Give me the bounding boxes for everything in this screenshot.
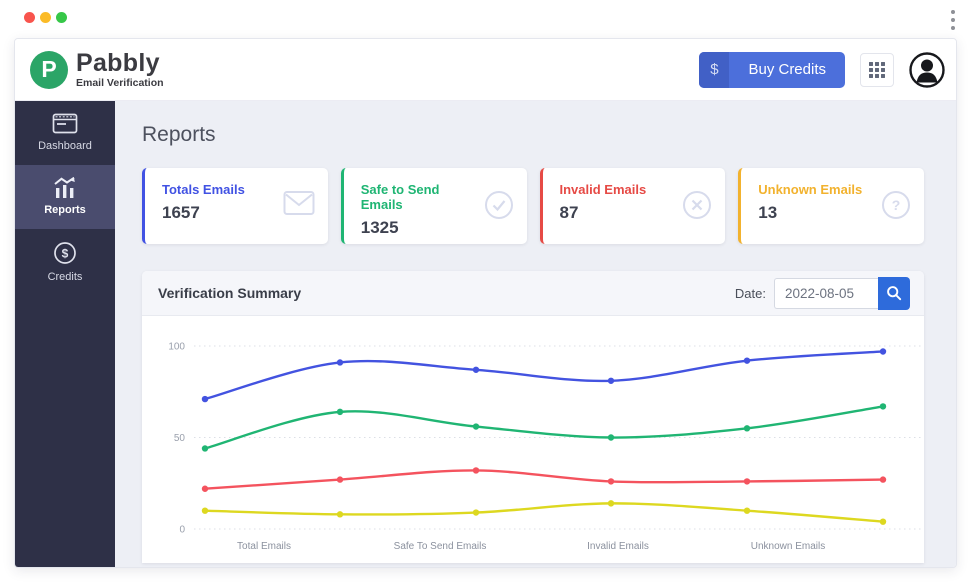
stat-title: Safe to Send Emails [360, 182, 440, 212]
date-input[interactable] [774, 277, 878, 309]
date-filter: Date: [734, 276, 910, 310]
stat-card-invalid-emails: Invalid Emails 87 [539, 168, 726, 244]
stat-title: Unknown Emails [758, 182, 863, 197]
buy-credits-button[interactable]: $ Buy Credits [699, 51, 845, 88]
kebab-menu-icon[interactable] [949, 8, 957, 32]
main-content: Reports Totals Emails 1657 Safe to Send … [115, 101, 956, 567]
stat-card-total-emails: Totals Emails 1657 [142, 168, 328, 244]
maximize-window-icon[interactable] [56, 12, 67, 23]
stats-row: Totals Emails 1657 Safe to Send Emails 1… [142, 168, 924, 244]
stat-title: Invalid Emails [559, 182, 647, 197]
svg-text:Unknown Emails: Unknown Emails [751, 541, 825, 552]
sidebar-item-label: Credits [47, 271, 83, 283]
brand-name: Pabbly [76, 48, 160, 77]
minimize-window-icon[interactable] [40, 12, 51, 23]
sidebar-item-reports[interactable]: Reports [15, 165, 115, 229]
date-label: Date: [734, 285, 766, 301]
dashboard-icon [52, 113, 78, 134]
buy-credits-label: Buy Credits [748, 61, 826, 78]
svg-text:Safe To Send Emails: Safe To Send Emails [394, 541, 487, 552]
page-title: Reports [142, 123, 216, 146]
svg-text:Invalid Emails: Invalid Emails [587, 541, 649, 552]
apps-grid-button[interactable] [860, 52, 894, 87]
svg-text:$: $ [62, 247, 69, 261]
stat-card-safe-emails: Safe to Send Emails 1325 [340, 168, 527, 244]
reports-icon [54, 177, 75, 198]
stat-title: Totals Emails [162, 182, 245, 197]
x-circle-icon [683, 191, 712, 219]
close-window-icon[interactable] [24, 12, 35, 23]
svg-text:?: ? [892, 197, 901, 213]
svg-text:Total Emails: Total Emails [237, 541, 291, 552]
app-header: P Pabbly Email Verification $ Buy Credit… [15, 39, 956, 101]
sidebar-item-label: Dashboard [38, 140, 92, 152]
stat-card-unknown-emails: Unknown Emails 13 ? [738, 168, 924, 244]
pabbly-logo-icon: P [30, 50, 68, 89]
dollar-icon: $ [699, 51, 730, 88]
stat-value: 13 [758, 203, 778, 222]
summary-header: Verification Summary Date: [142, 271, 924, 316]
sidebar-item-dashboard[interactable]: Dashboard [15, 101, 115, 165]
question-circle-icon: ? [882, 191, 910, 219]
stat-value: 1325 [360, 218, 399, 237]
window-controls[interactable] [24, 12, 67, 23]
grid-icon [869, 61, 885, 78]
person-icon [909, 51, 945, 88]
svg-text:100: 100 [168, 342, 185, 353]
verification-line-chart: 0 50 100 Total Emails Safe To Send Emails Inv… [168, 342, 921, 552]
sidebar: Dashboard Reports $ Credits [15, 101, 115, 567]
credits-icon: $ [54, 242, 76, 264]
user-avatar[interactable] [909, 51, 945, 88]
stat-value: 1657 [162, 203, 200, 222]
sidebar-item-credits[interactable]: $ Credits [15, 229, 115, 296]
sidebar-item-label: Reports [44, 204, 86, 216]
stat-value: 87 [559, 203, 579, 222]
search-button[interactable] [878, 276, 910, 310]
app-window: P Pabbly Email Verification $ Buy Credit… [14, 38, 957, 568]
brand-tagline: Email Verification [76, 76, 164, 89]
svg-text:50: 50 [174, 433, 186, 444]
envelope-icon [283, 191, 315, 215]
search-icon [887, 286, 902, 301]
brand-logo: P Pabbly Email Verification [30, 48, 164, 89]
summary-title: Verification Summary [158, 285, 302, 301]
svg-text:0: 0 [179, 525, 185, 536]
check-circle-icon [484, 191, 513, 219]
